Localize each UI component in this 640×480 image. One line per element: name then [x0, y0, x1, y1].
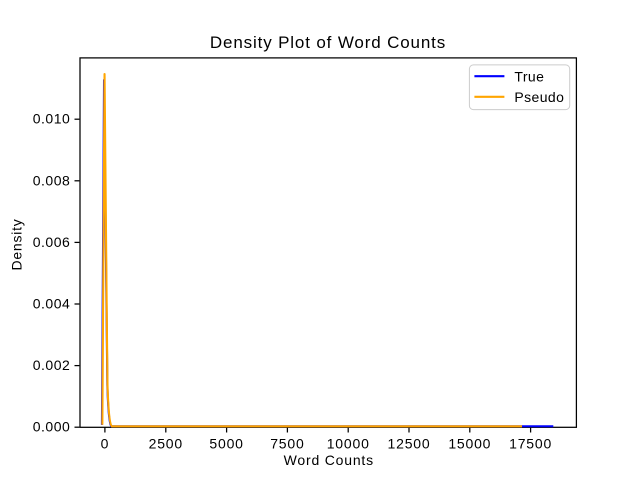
svg-text:Density Plot of Word Counts: Density Plot of Word Counts [210, 33, 446, 52]
svg-text:12500: 12500 [388, 435, 431, 451]
svg-text:True: True [514, 68, 544, 84]
svg-text:Density: Density [9, 219, 25, 271]
svg-text:0.006: 0.006 [33, 234, 71, 250]
svg-text:7500: 7500 [270, 435, 304, 451]
svg-text:17500: 17500 [509, 435, 552, 451]
svg-text:10000: 10000 [327, 435, 370, 451]
svg-text:15000: 15000 [448, 435, 491, 451]
svg-text:5000: 5000 [209, 435, 243, 451]
svg-text:0.008: 0.008 [33, 172, 71, 188]
svg-text:Word Counts: Word Counts [284, 452, 374, 468]
svg-text:0.004: 0.004 [33, 296, 71, 312]
svg-text:0.000: 0.000 [33, 419, 71, 435]
svg-text:0.002: 0.002 [33, 357, 71, 373]
svg-text:Pseudo: Pseudo [514, 89, 564, 105]
svg-text:2500: 2500 [149, 435, 183, 451]
svg-text:0: 0 [101, 435, 110, 451]
svg-text:0.010: 0.010 [33, 111, 71, 127]
